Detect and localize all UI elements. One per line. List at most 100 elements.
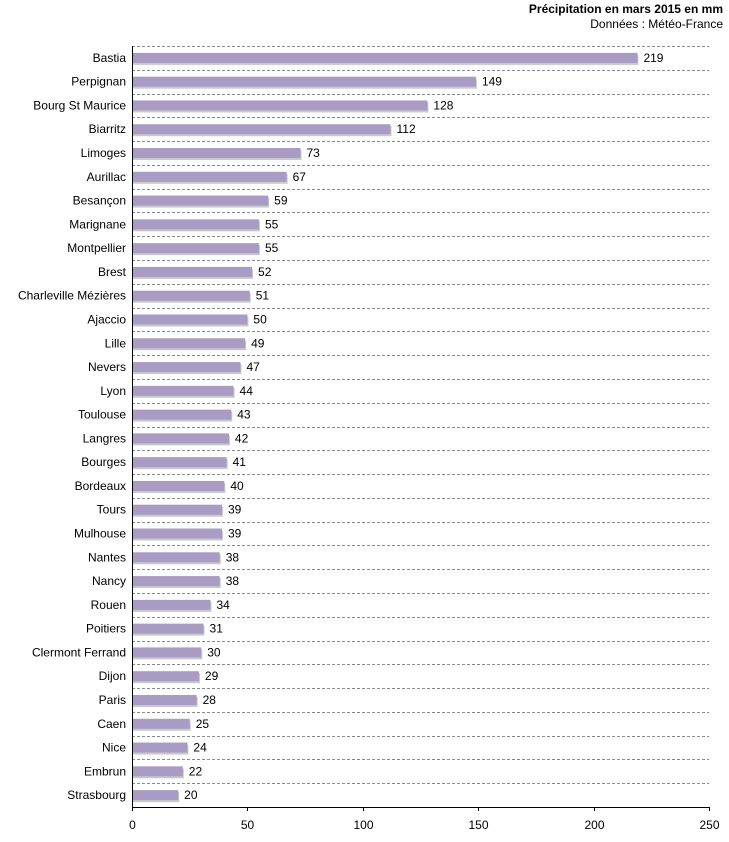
bar xyxy=(132,409,232,420)
category-label: Marignane xyxy=(69,217,126,231)
category-label: Embrun xyxy=(84,764,126,778)
category-label: Brest xyxy=(98,265,127,279)
bar xyxy=(132,742,188,753)
data-label: 67 xyxy=(293,170,307,184)
bar xyxy=(132,623,204,634)
chart-title: Précipitation en mars 2015 en mm xyxy=(528,2,723,16)
bar xyxy=(132,52,638,63)
bar xyxy=(132,171,287,182)
category-label: Limoges xyxy=(81,146,126,160)
data-label: 42 xyxy=(235,431,249,445)
data-label: 29 xyxy=(205,669,219,683)
bar xyxy=(132,766,183,777)
data-label: 28 xyxy=(203,693,217,707)
category-label: Poitiers xyxy=(86,622,126,636)
data-label: 55 xyxy=(265,241,279,255)
data-label: 39 xyxy=(228,503,242,517)
data-label: 22 xyxy=(189,764,203,778)
category-label: Rouen xyxy=(91,598,126,612)
x-tick-label: 150 xyxy=(468,818,488,832)
category-label: Langres xyxy=(83,431,126,445)
bar xyxy=(132,599,211,610)
data-label: 20 xyxy=(184,788,198,802)
bar xyxy=(132,314,248,325)
category-label: Tours xyxy=(97,503,126,517)
chart-subtitle: Données : Météo-France xyxy=(590,17,723,31)
data-label: 25 xyxy=(196,717,210,731)
bar xyxy=(132,694,197,705)
bar xyxy=(132,76,476,87)
data-label: 40 xyxy=(230,479,244,493)
category-label: Charleville Mézières xyxy=(18,289,126,303)
data-label: 31 xyxy=(210,622,224,636)
category-label: Bourg St Maurice xyxy=(33,98,126,112)
x-tick-label: 250 xyxy=(699,818,719,832)
data-label: 219 xyxy=(643,51,663,65)
category-label: Biarritz xyxy=(89,122,126,136)
bar xyxy=(132,504,223,515)
axes-group: 0 50 100 150 200 250 xyxy=(129,46,720,832)
bar xyxy=(132,266,253,277)
data-label: 59 xyxy=(274,194,288,208)
bar xyxy=(132,576,220,587)
bar xyxy=(132,243,259,254)
x-tick-label: 50 xyxy=(241,818,255,832)
x-tick-label: 100 xyxy=(353,818,373,832)
bar xyxy=(132,148,301,159)
data-label: 47 xyxy=(246,360,260,374)
data-label: 38 xyxy=(226,574,240,588)
data-label: 38 xyxy=(226,550,240,564)
bars-group: Bastia 219 Perpignan 149 Bourg St Maurice 128… xyxy=(18,51,664,803)
data-label: 73 xyxy=(306,146,320,160)
data-label: 49 xyxy=(251,336,265,350)
category-label: Nice xyxy=(102,741,126,755)
bar xyxy=(132,671,199,682)
data-label: 43 xyxy=(237,408,251,422)
category-label: Nancy xyxy=(92,574,126,588)
bar xyxy=(132,219,259,230)
category-label: Toulouse xyxy=(78,408,126,422)
category-label: Nevers xyxy=(88,360,126,374)
bar xyxy=(132,552,220,563)
data-label: 51 xyxy=(256,289,270,303)
category-label: Ajaccio xyxy=(87,312,126,326)
x-tick-label: 200 xyxy=(584,818,604,832)
data-label: 149 xyxy=(482,75,502,89)
data-label: 112 xyxy=(396,122,415,136)
bar xyxy=(132,290,250,301)
bar xyxy=(132,338,246,349)
category-label: Mulhouse xyxy=(74,527,126,541)
category-label: Caen xyxy=(97,717,126,731)
data-label: 41 xyxy=(233,455,247,469)
data-label: 52 xyxy=(258,265,272,279)
data-label: 34 xyxy=(216,598,230,612)
data-label: 30 xyxy=(207,645,221,659)
category-label: Bastia xyxy=(93,51,127,65)
category-label: Lyon xyxy=(100,384,126,398)
x-tick-label: 0 xyxy=(129,818,136,832)
data-label: 39 xyxy=(228,527,242,541)
bar xyxy=(132,195,269,206)
bar xyxy=(132,790,179,801)
grid-lines xyxy=(132,46,709,808)
bar xyxy=(132,385,234,396)
data-label: 55 xyxy=(265,217,279,231)
category-label: Paris xyxy=(99,693,126,707)
category-label: Strasbourg xyxy=(67,788,126,802)
bar xyxy=(132,100,428,111)
bar xyxy=(132,433,229,444)
category-label: Perpignan xyxy=(71,75,126,89)
bar xyxy=(132,718,190,729)
bar xyxy=(132,457,227,468)
category-label: Montpellier xyxy=(67,241,126,255)
data-label: 24 xyxy=(193,741,207,755)
bar xyxy=(132,480,225,491)
data-label: 44 xyxy=(240,384,254,398)
category-label: Bourges xyxy=(81,455,126,469)
category-label: Aurillac xyxy=(87,170,126,184)
category-label: Nantes xyxy=(88,550,126,564)
category-label: Clermont Ferrand xyxy=(32,645,126,659)
category-label: Lille xyxy=(105,336,127,350)
bar xyxy=(132,362,241,373)
